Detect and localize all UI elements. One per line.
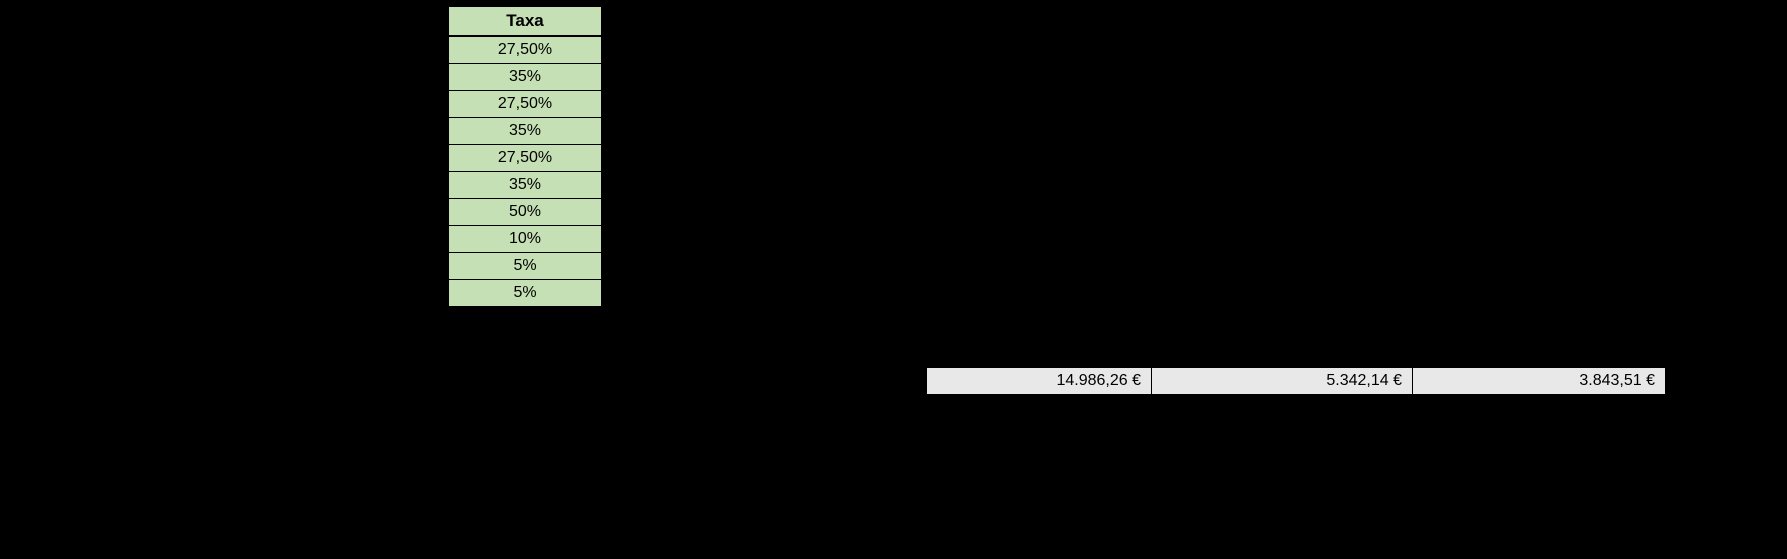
taxa-cell: 50%: [449, 199, 602, 226]
taxa-cell: 35%: [449, 64, 602, 91]
taxa-cell: 27,50%: [449, 145, 602, 172]
taxa-header: Taxa: [449, 7, 602, 37]
taxa-cell: 27,50%: [449, 36, 602, 64]
taxa-cell: 10%: [449, 226, 602, 253]
total-cell-3: 3.843,51 €: [1413, 368, 1666, 395]
totals-row: 14.986,26 € 5.342,14 € 3.843,51 €: [926, 367, 1666, 395]
taxa-cell: 5%: [449, 253, 602, 280]
taxa-table: Taxa 27,50% 35% 27,50% 35% 27,50% 35% 50…: [448, 6, 602, 307]
taxa-cell: 35%: [449, 172, 602, 199]
total-cell-1: 14.986,26 €: [927, 368, 1152, 395]
taxa-cell: 5%: [449, 280, 602, 307]
taxa-cell: 35%: [449, 118, 602, 145]
taxa-cell: 27,50%: [449, 91, 602, 118]
total-cell-2: 5.342,14 €: [1152, 368, 1413, 395]
